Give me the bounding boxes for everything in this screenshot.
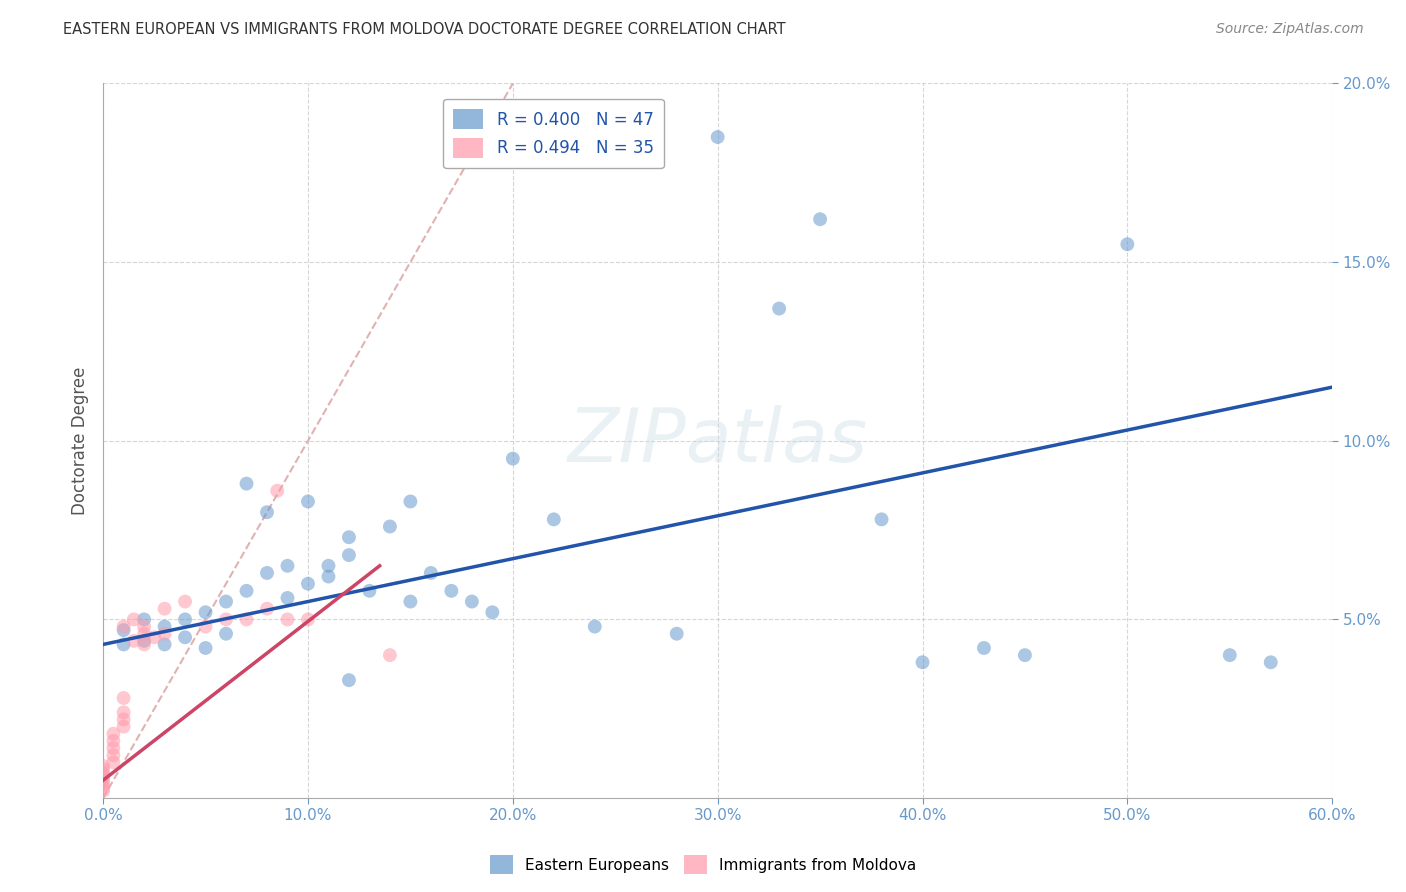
Point (153, 626, 176, 640)
Point (132, 612, 155, 626)
Point (132, 637, 155, 651)
Point (91, 766, 114, 780)
Point (870, 512, 893, 526)
Point (215, 594, 238, 608)
Point (502, 451, 524, 466)
Legend: R = 0.400   N = 47, R = 0.494   N = 35: R = 0.400 N = 47, R = 0.494 N = 35 (443, 99, 664, 168)
Point (337, 530, 360, 544)
Point (1260, 655, 1282, 669)
Text: ZIPatlas: ZIPatlas (568, 405, 868, 476)
Point (337, 673, 360, 688)
Point (103, 734, 125, 748)
Point (235, 476, 257, 491)
Point (543, 512, 565, 526)
Point (91, 770, 114, 784)
Point (1014, 648, 1036, 662)
Point (706, 130, 728, 145)
Point (1116, 237, 1139, 252)
Point (378, 519, 401, 533)
Point (153, 637, 176, 651)
Point (174, 630, 197, 644)
Point (132, 626, 155, 640)
Point (91, 780, 114, 795)
Point (103, 727, 125, 741)
Point (122, 612, 145, 626)
Point (91, 763, 114, 777)
Point (194, 619, 217, 633)
Point (112, 691, 135, 706)
Point (256, 505, 278, 519)
Point (359, 583, 381, 598)
Point (973, 640, 995, 655)
Text: EASTERN EUROPEAN VS IMMIGRANTS FROM MOLDOVA DOCTORATE DEGREE CORRELATION CHART: EASTERN EUROPEAN VS IMMIGRANTS FROM MOLD… (63, 22, 786, 37)
Point (112, 720, 135, 734)
Point (174, 612, 197, 626)
Point (194, 640, 217, 655)
Point (768, 301, 790, 316)
Point (419, 566, 441, 580)
Point (583, 619, 606, 633)
Point (174, 594, 197, 608)
Point (337, 548, 360, 562)
Point (103, 741, 125, 756)
Point (194, 605, 217, 619)
Point (461, 594, 484, 608)
Point (215, 626, 238, 640)
Point (911, 655, 934, 669)
Point (122, 633, 145, 648)
Point (276, 591, 298, 605)
Point (266, 483, 288, 498)
Point (481, 605, 503, 619)
Point (276, 612, 298, 626)
Point (215, 612, 238, 626)
Point (256, 566, 278, 580)
Point (91, 777, 114, 791)
Point (112, 623, 135, 637)
Point (112, 637, 135, 651)
Point (235, 583, 257, 598)
Point (143, 630, 166, 644)
Point (235, 612, 257, 626)
Point (132, 633, 155, 648)
Point (276, 558, 298, 573)
Point (112, 713, 135, 727)
Point (399, 594, 422, 608)
Text: Source: ZipAtlas.com: Source: ZipAtlas.com (1216, 22, 1364, 37)
Point (808, 212, 831, 227)
Point (378, 648, 401, 662)
Point (440, 583, 463, 598)
Point (399, 494, 422, 508)
Point (112, 706, 135, 720)
Legend: Eastern Europeans, Immigrants from Moldova: Eastern Europeans, Immigrants from Moldo… (484, 849, 922, 880)
Point (297, 494, 319, 508)
Point (153, 619, 176, 633)
Point (132, 619, 155, 633)
Point (318, 558, 340, 573)
Point (1219, 648, 1241, 662)
Point (91, 759, 114, 773)
Point (297, 612, 319, 626)
Point (318, 569, 340, 583)
Point (665, 626, 688, 640)
Point (91, 773, 114, 788)
Point (297, 576, 319, 591)
Point (103, 756, 125, 770)
Y-axis label: Doctorate Degree: Doctorate Degree (72, 367, 89, 515)
Point (103, 748, 125, 763)
Point (112, 619, 135, 633)
Point (153, 601, 176, 615)
Point (256, 601, 278, 615)
Point (91, 784, 114, 798)
